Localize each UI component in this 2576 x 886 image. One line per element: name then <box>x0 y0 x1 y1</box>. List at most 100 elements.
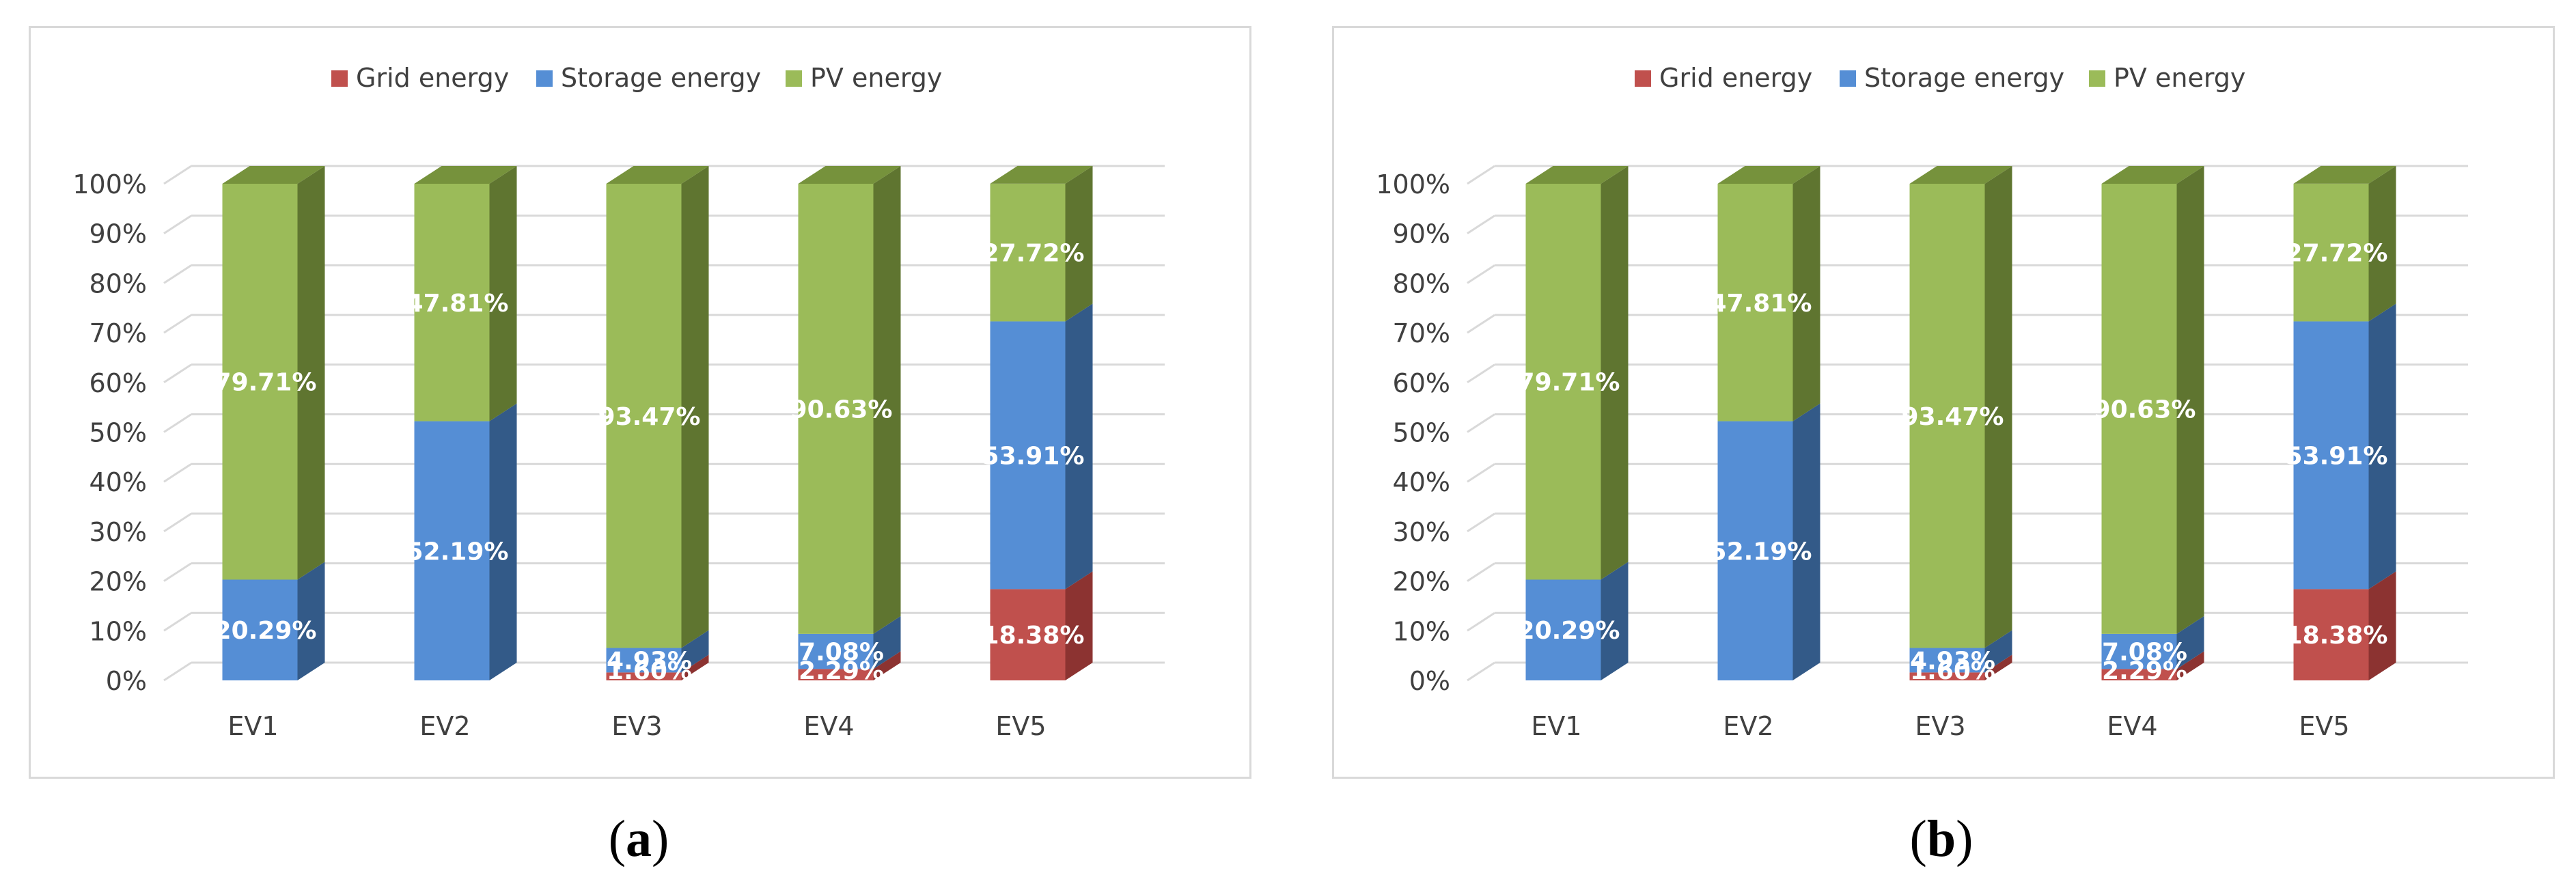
chart-b-legend-swatch-storage <box>1840 70 1856 87</box>
chart-a-bar-storage-ev5 <box>990 321 1066 590</box>
chart-a-ytick-label: 10% <box>89 616 147 646</box>
chart-panel-a: 0% 10% 20% 30% 40% 50% 60% 70% 80% 90% 100% 20.29% 7… <box>29 26 1251 779</box>
chart-b-data-label-pv-ev3: 93.47% <box>1902 403 2004 431</box>
chart-a-ytick-label: 60% <box>89 368 147 398</box>
chart-a-ytick-label: 90% <box>89 219 147 249</box>
chart-a-legend-swatch-pv <box>786 70 802 87</box>
chart-b-data-label-storage-ev4: 7.08% <box>2102 639 2187 667</box>
chart-a-bar-storage-ev2 <box>414 421 490 680</box>
chart-a-gridline-diag <box>163 512 192 533</box>
chart-b-category-label: EV1 <box>1531 711 1581 741</box>
chart-b-legend-label-storage: Storage energy <box>1864 63 2064 93</box>
chart-b-ytick-label: 0% <box>1409 666 1450 696</box>
chart-b-ytick-label: 70% <box>1393 318 1450 348</box>
chart-b-bar-top-ev5 <box>2293 165 2396 184</box>
chart-a-bar-pv-ev4 <box>798 184 874 634</box>
chart-a-category-label: EV4 <box>803 711 854 741</box>
chart-a-ytick-label: 0% <box>106 666 147 696</box>
chart-b-bar-storage-ev1 <box>1525 579 1601 680</box>
chart-a-bar-side-grid-ev4 <box>873 651 901 680</box>
chart-a-category-label: EV3 <box>611 711 662 741</box>
chart-a-bar-pv-ev3 <box>606 184 682 648</box>
chart-b-gridline-diag <box>1467 314 1495 334</box>
chart-a-bar-top-ev5 <box>990 165 1093 184</box>
panel-label-b: (b) <box>1909 810 1973 868</box>
chart-b-bar-pv-ev2 <box>1717 184 1793 421</box>
chart-a-data-label-storage-ev3: 4.93% <box>607 647 692 675</box>
chart-b-bar-storage-ev4 <box>2101 633 2177 669</box>
chart-b-category-label: EV4 <box>2107 711 2157 741</box>
chart-a-ytick-label: 80% <box>89 268 147 299</box>
chart-b-bar-side-grid-ev5 <box>2368 571 2396 680</box>
chart-a-bar-side-pv-ev1 <box>297 166 325 580</box>
chart-b-bar-storage-ev3 <box>1909 648 1985 673</box>
chart-b-data-label-storage-ev1: 20.29% <box>1518 617 1620 645</box>
chart-a-bar-grid-ev3 <box>606 672 682 680</box>
chart-a-bar-grid-ev5 <box>990 589 1066 680</box>
chart-b-bar-top-ev4 <box>2101 166 2204 184</box>
chart-a-legend-swatch-storage <box>536 70 553 87</box>
chart-a-gridline-diag <box>163 264 192 284</box>
chart-a-bar-side-storage-ev3 <box>681 630 709 673</box>
chart-b-bar-side-pv-ev3 <box>1984 166 2012 648</box>
chart-a-gridline-diag <box>163 363 192 384</box>
chart-b-bar-pv-ev1 <box>1525 184 1601 580</box>
chart-a-bar-top-ev2 <box>414 166 517 184</box>
chart-b-bar-side-grid-ev3 <box>1984 654 2012 680</box>
chart-a-bar-side-storage-ev5 <box>1065 303 1093 590</box>
chart-b-bar-pv-ev4 <box>2101 184 2177 634</box>
chart-a-data-label-grid-ev5: 18.38% <box>982 622 1085 650</box>
chart-a-gridline-diag <box>163 462 192 483</box>
chart-b-ytick-label: 80% <box>1393 268 1450 299</box>
chart-a-data-label-storage-ev4: 7.08% <box>799 639 884 667</box>
chart-b-ytick-label: 60% <box>1393 368 1450 398</box>
chart-a-bar-side-storage-ev2 <box>489 403 517 680</box>
chart-b-ytick-label: 30% <box>1393 517 1450 547</box>
chart-b-bar-storage-ev2 <box>1717 421 1793 680</box>
chart-b-legend-label-grid: Grid energy <box>1659 63 1812 93</box>
chart-a-bar-storage-ev3 <box>606 648 682 673</box>
chart-b-gridline-diag <box>1467 363 1495 384</box>
chart-b-bar-top-ev3 <box>1909 166 2012 184</box>
chart-a-data-label-grid-ev4: 2.29% <box>799 657 884 685</box>
chart-b-ytick-label: 20% <box>1393 567 1450 597</box>
chart-a-gridline-diag <box>163 314 192 334</box>
chart-a-legend-label-pv: PV energy <box>810 63 942 93</box>
chart-b-bar-top-ev2 <box>1717 166 1820 184</box>
chart-a-bar-side-pv-ev4 <box>873 166 901 634</box>
chart-a-ytick-label: 20% <box>89 567 147 597</box>
chart-a-bar-storage-ev4 <box>798 633 874 669</box>
chart-b-gridline-diag <box>1467 462 1495 483</box>
chart-b-ytick-label: 100% <box>1376 169 1450 199</box>
chart-a-bar-pv-ev5 <box>990 183 1066 322</box>
chart-b-bar-grid-ev3 <box>1909 672 1985 680</box>
chart-b-data-label-grid-ev4: 2.29% <box>2102 657 2187 685</box>
chart-a-data-label-pv-ev2: 47.81% <box>406 290 509 318</box>
chart-a-bar-grid-ev4 <box>798 669 874 680</box>
chart-a-gridline-diag <box>163 214 192 234</box>
chart-a-gridline-diag <box>163 612 192 632</box>
chart-b-bar-side-pv-ev1 <box>1601 166 1629 580</box>
chart-a-gridline-diag <box>163 661 192 682</box>
chart-a-data-label-storage-ev2: 52.19% <box>406 538 509 566</box>
chart-b-svg: 0% 10% 20% 30% 40% 50% 60% 70% 80% 90% 100% 20.29% 7… <box>1376 63 2468 741</box>
chart-a-ytick-label: 40% <box>89 467 147 497</box>
chart-a-legend-label-storage: Storage energy <box>561 63 761 93</box>
chart-a-bar-storage-ev1 <box>222 579 298 680</box>
chart-b-bar-side-storage-ev4 <box>2176 615 2204 669</box>
chart-a-data-label-pv-ev1: 79.71% <box>214 369 317 397</box>
chart-a-category-label: EV1 <box>227 711 278 741</box>
chart-a-gridline-diag <box>163 413 192 433</box>
chart-b-ytick-label: 10% <box>1393 616 1450 646</box>
chart-a-data-label-grid-ev3: 1.60% <box>607 657 692 685</box>
chart-b-gridline-diag <box>1467 512 1495 533</box>
chart-b-category-label: EV5 <box>2299 711 2349 741</box>
chart-b-data-label-grid-ev5: 18.38% <box>2286 622 2388 650</box>
chart-a-ytick-label: 50% <box>89 418 147 448</box>
chart-a-bar-side-pv-ev5 <box>1065 165 1093 322</box>
chart-a-bar-side-grid-ev5 <box>1065 571 1093 680</box>
chart-a-bar-pv-ev1 <box>222 184 298 580</box>
chart-b-ytick-label: 50% <box>1393 418 1450 448</box>
chart-b-data-label-grid-ev3: 1.60% <box>1910 657 1995 685</box>
chart-b-bar-pv-ev3 <box>1909 184 1985 648</box>
